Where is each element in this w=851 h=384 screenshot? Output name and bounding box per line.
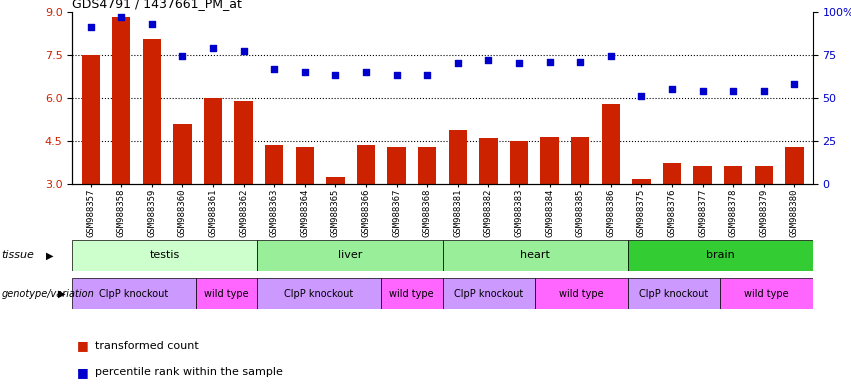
Bar [755, 166, 773, 184]
Text: ▶: ▶ [58, 289, 65, 299]
Text: GDS4791 / 1437661_PM_at: GDS4791 / 1437661_PM_at [72, 0, 243, 10]
Bar [627, 278, 720, 309]
Bar [196, 278, 257, 309]
Text: wild type: wild type [204, 289, 248, 299]
Text: testis: testis [150, 250, 180, 260]
Text: ■: ■ [77, 366, 89, 379]
Bar [720, 278, 813, 309]
Point [145, 20, 158, 27]
Text: wild type: wild type [744, 289, 789, 299]
Bar [82, 55, 100, 184]
Text: transformed count: transformed count [95, 341, 199, 351]
Bar [112, 17, 130, 184]
Point [696, 88, 710, 94]
Text: ClpP knockout: ClpP knockout [284, 289, 354, 299]
Bar [387, 147, 406, 184]
Text: ClpP knockout: ClpP knockout [100, 289, 168, 299]
Bar [257, 240, 443, 271]
Bar [785, 147, 803, 184]
Point [390, 72, 403, 78]
Bar [418, 147, 437, 184]
Point [237, 48, 250, 55]
Bar [357, 146, 375, 184]
Bar [479, 138, 498, 184]
Text: liver: liver [338, 250, 363, 260]
Text: wild type: wild type [559, 289, 603, 299]
Bar [72, 278, 196, 309]
Text: heart: heart [520, 250, 550, 260]
Bar [448, 129, 467, 184]
Bar [174, 124, 191, 184]
Bar [510, 141, 528, 184]
Text: genotype/variation: genotype/variation [2, 289, 94, 299]
Point [359, 69, 373, 75]
Text: ClpP knockout: ClpP knockout [639, 289, 709, 299]
Point [482, 57, 495, 63]
Point [175, 53, 189, 60]
Point [206, 45, 220, 51]
Bar [257, 278, 380, 309]
Bar [143, 39, 161, 184]
Point [604, 53, 618, 60]
Bar [627, 240, 813, 271]
Bar [540, 137, 559, 184]
Point [543, 58, 557, 65]
Point [115, 13, 129, 20]
Point [787, 81, 801, 87]
Bar [295, 147, 314, 184]
Point [574, 58, 587, 65]
Point [328, 72, 342, 78]
Text: ClpP knockout: ClpP knockout [454, 289, 523, 299]
Bar [632, 179, 650, 184]
Bar [204, 98, 222, 184]
Text: percentile rank within the sample: percentile rank within the sample [95, 367, 283, 377]
Bar [235, 101, 253, 184]
Bar [443, 240, 627, 271]
Point [727, 88, 740, 94]
Point [757, 88, 770, 94]
Point [665, 86, 679, 92]
Point [635, 93, 648, 99]
Text: ▶: ▶ [46, 250, 53, 260]
Bar [265, 146, 283, 184]
Bar [602, 104, 620, 184]
Bar [663, 163, 681, 184]
Text: ■: ■ [77, 339, 89, 352]
Bar [724, 166, 742, 184]
Point [451, 60, 465, 66]
Bar [535, 278, 627, 309]
Bar [380, 278, 443, 309]
Point [298, 69, 311, 75]
Bar [694, 166, 711, 184]
Text: tissue: tissue [2, 250, 35, 260]
Point [512, 60, 526, 66]
Bar [326, 177, 345, 184]
Bar [443, 278, 535, 309]
Text: brain: brain [705, 250, 734, 260]
Bar [571, 137, 590, 184]
Point [267, 65, 281, 71]
Point [84, 24, 98, 30]
Point [420, 72, 434, 78]
Bar [72, 240, 257, 271]
Text: wild type: wild type [390, 289, 434, 299]
